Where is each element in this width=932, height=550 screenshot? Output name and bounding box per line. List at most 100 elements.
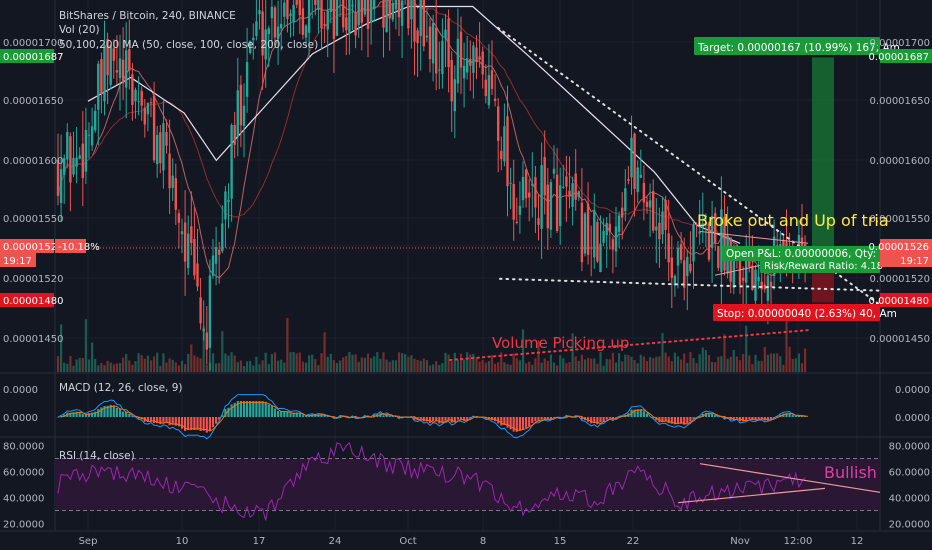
volume-bar — [469, 354, 472, 372]
candle-body — [745, 245, 748, 283]
volume-bar — [633, 360, 636, 372]
volume-bar — [800, 363, 804, 372]
candle-body — [202, 328, 205, 332]
volume-bar — [751, 364, 754, 372]
volume-bar — [298, 352, 301, 372]
volume-bar — [258, 364, 261, 372]
volume-bar — [512, 353, 515, 372]
candle-body — [593, 210, 596, 258]
candle-body — [617, 215, 621, 232]
candle-body — [537, 218, 540, 225]
candle-body — [351, 4, 354, 7]
macd-histogram-bar — [277, 410, 280, 417]
volume-bar — [649, 357, 652, 372]
macd-histogram-bar — [661, 417, 664, 422]
candle-body — [422, 0, 425, 47]
candle-body — [602, 231, 605, 243]
candle-body — [187, 233, 190, 268]
volume-bar — [94, 358, 97, 372]
macd-histogram-bar — [320, 414, 323, 417]
volume-bar — [84, 319, 87, 372]
macd-histogram-bar — [146, 417, 149, 423]
right-target-price-bg — [880, 49, 932, 63]
macd-histogram-bar — [608, 417, 611, 419]
candle-body — [769, 281, 773, 288]
right-price-tick: 0.00001450 — [870, 334, 930, 345]
candle-body — [394, 0, 398, 10]
candle-body — [342, 0, 345, 28]
candle-body — [714, 213, 717, 243]
volume-bar — [500, 352, 503, 372]
volume-bar — [267, 364, 270, 372]
volume-bar — [776, 353, 779, 372]
candle-body — [208, 275, 212, 348]
volume-bar — [236, 362, 239, 372]
volume-bar — [115, 363, 118, 372]
volume-bar — [605, 358, 608, 372]
volume-bar — [246, 361, 249, 372]
macd-histogram-bar — [363, 415, 366, 417]
candle-body — [205, 332, 208, 350]
volume-bar — [676, 356, 680, 372]
macd-histogram-bar — [298, 413, 301, 417]
left-countdown: 19:17 — [3, 256, 32, 267]
macd-histogram-bar — [72, 412, 75, 417]
macd-histogram-bar — [252, 401, 255, 417]
candle-body — [363, 0, 367, 15]
candle-body — [295, 0, 298, 5]
volume-bar — [156, 352, 159, 372]
symbol-title: BitShares / Bitcoin, 240, BINANCE — [59, 10, 236, 22]
macd-indicator — [56, 394, 809, 440]
volume-bar — [506, 364, 509, 372]
candle-body — [655, 226, 658, 231]
volume-bar — [593, 358, 596, 372]
candle-body — [425, 35, 429, 38]
macd-histogram-bar — [788, 413, 791, 417]
candle-body — [143, 107, 146, 125]
candle-body — [103, 44, 106, 102]
candle-body — [128, 49, 131, 71]
volume-bar — [308, 355, 311, 372]
macd-histogram-bar — [354, 417, 357, 419]
candle-body — [348, 0, 351, 35]
candle-body — [624, 188, 627, 212]
volume-bar — [779, 356, 782, 372]
candle-body — [410, 0, 413, 20]
candle-body — [177, 213, 181, 223]
candle-body — [528, 192, 531, 198]
candle-body — [261, 11, 264, 56]
volume-bar — [143, 358, 146, 372]
macd-histogram-bar — [707, 413, 711, 417]
left-price-tick: 0.00001450 — [3, 334, 63, 345]
volume-bar — [788, 346, 791, 372]
candle-body — [673, 275, 677, 286]
candle-body — [583, 213, 587, 254]
candle-body — [720, 209, 723, 273]
volume-bar — [599, 352, 602, 372]
macd-histogram-bar — [794, 415, 797, 417]
macd-histogram-bar — [397, 417, 401, 419]
macd-histogram-bar — [184, 417, 187, 431]
volume-bar — [552, 362, 556, 372]
volume-bar — [187, 353, 190, 372]
candle-body — [245, 62, 249, 97]
candle-body — [354, 12, 357, 36]
macd-histogram-bar — [714, 415, 717, 417]
volume-bar — [583, 359, 587, 372]
volume-bar — [766, 354, 769, 372]
triangle-upper — [699, 230, 809, 244]
candle-body — [664, 199, 667, 230]
volume-bar — [478, 361, 481, 372]
macd-histogram-bar — [118, 408, 122, 417]
rsi-line — [57, 442, 806, 521]
volume-bar — [587, 357, 590, 372]
macd-histogram-bar — [267, 404, 270, 417]
volume-bar — [221, 331, 224, 372]
right-stop-price-bg — [880, 293, 932, 307]
volume-bar — [720, 356, 723, 372]
candle-body — [218, 249, 221, 255]
candle-body — [435, 27, 438, 74]
macd-signal-line — [60, 402, 809, 432]
candle-body — [317, 0, 320, 10]
volume-bar — [791, 359, 794, 372]
